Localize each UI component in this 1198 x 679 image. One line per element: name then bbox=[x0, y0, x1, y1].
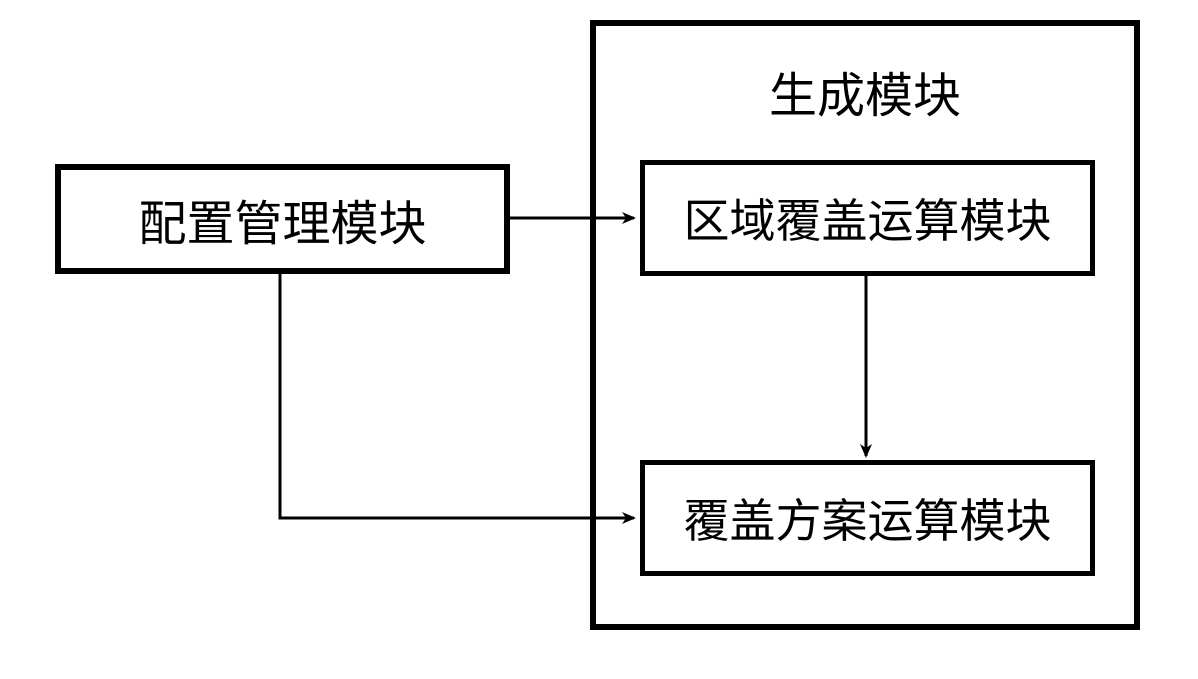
region-coverage-module: 区域覆盖运算模块 bbox=[640, 160, 1095, 276]
generation-module-title: 生成模块 bbox=[596, 56, 1134, 126]
diagram-container: 生成模块 配置管理模块 区域覆盖运算模块 覆盖方案运算模块 bbox=[0, 0, 1198, 679]
coverage-plan-module: 覆盖方案运算模块 bbox=[640, 460, 1095, 576]
arrow-config-to-plan bbox=[280, 274, 634, 518]
region-coverage-label: 区域覆盖运算模块 bbox=[684, 185, 1052, 251]
config-management-label: 配置管理模块 bbox=[138, 184, 426, 254]
config-management-module: 配置管理模块 bbox=[55, 164, 510, 274]
coverage-plan-label: 覆盖方案运算模块 bbox=[684, 485, 1052, 551]
